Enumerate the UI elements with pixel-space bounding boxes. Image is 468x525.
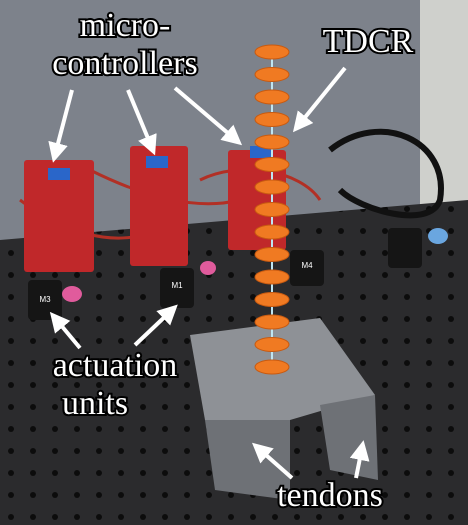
motor-label: M3 [39,295,51,304]
arrow [173,86,243,146]
label: TDCR [323,23,414,60]
tdcr-disks [254,44,290,375]
disk [254,202,290,217]
label: tendons [277,477,383,514]
motor-label: M4 [301,261,313,270]
disk [254,269,290,285]
cables [328,128,444,219]
label: controllers [52,45,197,82]
disk [254,224,290,240]
arrow [133,304,178,347]
disk [254,157,290,172]
controller-board [24,160,94,272]
motor [160,268,194,308]
arrow [349,440,370,479]
arrow [252,442,294,480]
disk [254,112,290,127]
arrow [292,66,347,133]
motor [388,228,422,268]
arrow [126,89,157,156]
annotations: micro- controllers TDCR actuation units … [48,5,416,516]
motor-label: M1 [171,281,183,290]
arrow [49,311,82,350]
disk [254,247,290,262]
disk [254,44,290,60]
disk [254,292,290,307]
disk [254,179,290,195]
label: units [62,385,128,422]
motor [28,280,62,320]
disk [254,134,290,150]
connector [48,168,70,180]
controller-board [130,146,188,266]
disk [254,337,290,352]
coupling [428,228,448,244]
motors: M1 M3 M4 [28,228,448,320]
disk [254,67,290,82]
disk [254,359,290,375]
label: actuation [53,347,178,384]
coupling [62,286,82,302]
connector [146,156,168,168]
disk [254,314,290,330]
label: micro- [80,7,171,44]
disk [254,89,290,105]
arrow [48,89,74,163]
motor [290,250,324,286]
base-leg [205,420,290,500]
coupling [200,261,216,275]
